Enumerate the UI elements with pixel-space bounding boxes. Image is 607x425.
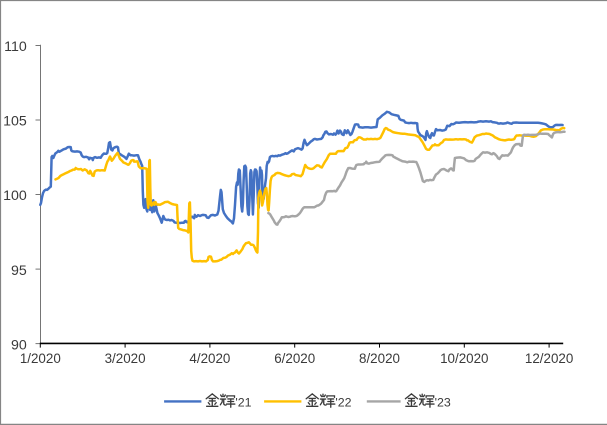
svg-text:4/2020: 4/2020 — [189, 351, 230, 366]
svg-text:'22: '22 — [335, 395, 351, 409]
svg-text:10/2020: 10/2020 — [440, 351, 488, 366]
svg-text:90: 90 — [11, 337, 27, 353]
svg-text:12/2020: 12/2020 — [525, 351, 573, 366]
svg-text:110: 110 — [4, 39, 27, 55]
svg-text:100: 100 — [3, 188, 27, 204]
svg-text:95: 95 — [11, 263, 27, 279]
svg-text:'23: '23 — [435, 395, 451, 409]
svg-text:6/2020: 6/2020 — [274, 351, 315, 366]
svg-text:105: 105 — [3, 114, 27, 130]
svg-text:8/2020: 8/2020 — [359, 351, 400, 366]
svg-text:1/2020: 1/2020 — [20, 351, 61, 366]
svg-text:'21: '21 — [235, 395, 251, 409]
svg-text:3/2020: 3/2020 — [105, 351, 146, 366]
